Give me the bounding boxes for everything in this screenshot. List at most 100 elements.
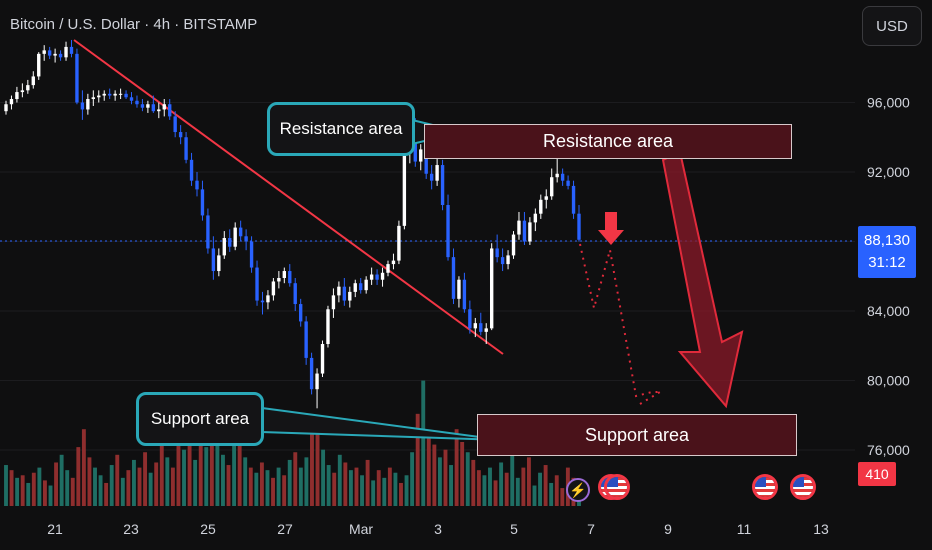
volume-badge: 410	[858, 462, 896, 486]
candle-body	[178, 132, 183, 138]
candle-body	[97, 95, 101, 98]
small-down-arrow[interactable]	[598, 212, 624, 245]
volume-bar	[248, 467, 253, 506]
volume-bar	[387, 467, 392, 506]
candle-body	[238, 227, 243, 237]
candle-body	[495, 248, 499, 258]
volume-bar	[538, 472, 543, 506]
volume-bar	[159, 444, 164, 506]
volume-bar	[449, 465, 453, 506]
candle-body	[424, 149, 428, 174]
candle-body	[151, 104, 156, 112]
candle-body	[555, 173, 559, 178]
price-tick-label: 76,000	[867, 442, 910, 458]
candle-body	[353, 283, 357, 292]
time-axis[interactable]: 21 23 25 27 Mar 3 5 7 9 11 13	[47, 521, 829, 537]
us-flag-icon[interactable]	[604, 474, 630, 500]
candle-body	[391, 260, 396, 265]
descending-trendline[interactable]	[73, 39, 504, 355]
resistance-zone[interactable]: Resistance area	[424, 124, 792, 159]
candle-body	[271, 281, 276, 296]
volume-bar	[293, 452, 298, 506]
volume-bar	[499, 462, 504, 506]
time-tick-label: 23	[123, 521, 139, 537]
volume-bar	[332, 472, 337, 506]
volume-bar	[54, 462, 59, 506]
candle-body	[195, 180, 199, 190]
candle-body	[260, 300, 265, 303]
volume-bar	[360, 475, 364, 506]
volume-bar	[20, 475, 25, 506]
price-tick-label: 96,000	[867, 95, 910, 111]
volume-bar	[337, 454, 342, 506]
currency-button[interactable]: USD	[862, 6, 922, 46]
candle-body	[157, 109, 161, 112]
volume-bar	[70, 477, 75, 506]
candle-body	[31, 76, 35, 86]
candle-body	[146, 104, 150, 108]
volume-bar	[48, 485, 53, 506]
candle-body	[435, 165, 439, 181]
candle-body	[479, 323, 483, 332]
candle-body	[244, 236, 248, 242]
volume-bar	[176, 439, 181, 506]
volume-bar	[31, 472, 36, 506]
volume-bar	[376, 470, 381, 506]
support-callout-pointer	[261, 406, 503, 441]
volume-bar	[37, 467, 42, 506]
candle-body	[397, 225, 401, 261]
dotted-projection-path	[579, 243, 658, 398]
volume-bar	[259, 462, 264, 506]
candle-body	[222, 238, 226, 256]
volume-bar	[93, 467, 97, 506]
candle-body	[489, 248, 494, 329]
candle-body	[69, 46, 74, 54]
support-callout[interactable]: Support area	[136, 392, 264, 446]
time-tick-label: 21	[47, 521, 63, 537]
candle-body	[571, 185, 576, 214]
candle-body	[451, 257, 456, 299]
resistance-callout[interactable]: Resistance area	[267, 102, 415, 156]
volume-bar	[526, 457, 531, 506]
candle-body	[337, 286, 341, 296]
volume-bar	[65, 470, 70, 506]
bearish-projection-arrow[interactable]	[661, 150, 744, 409]
candle-body	[468, 309, 472, 329]
volume-bar	[365, 459, 370, 506]
candle-body	[135, 100, 139, 105]
volume-bar	[554, 475, 559, 506]
volume-bar	[148, 472, 153, 506]
candle-body	[413, 128, 417, 162]
candle-body	[9, 99, 14, 105]
volume-bar	[471, 459, 476, 506]
volume-bar	[9, 470, 14, 506]
candle-body	[375, 274, 379, 280]
volume-bar	[126, 470, 131, 506]
us-flag-icon[interactable]	[752, 474, 778, 500]
candle-body	[80, 102, 85, 110]
volume-bar	[443, 449, 448, 506]
volume-bar	[321, 449, 326, 506]
candle-body	[102, 93, 106, 96]
candle-body	[15, 92, 19, 100]
candle-body	[331, 295, 336, 310]
time-tick-label: 9	[664, 521, 672, 537]
candle-body	[304, 321, 308, 358]
candle-body	[233, 227, 237, 247]
candle-body	[124, 93, 128, 98]
volume-bar	[465, 452, 470, 506]
volume-bar	[510, 454, 515, 506]
bolt-icon[interactable]: ⚡	[566, 478, 590, 502]
volume-bar	[170, 467, 175, 506]
volume-bar	[543, 465, 548, 506]
support-zone[interactable]: Support area	[477, 414, 797, 456]
price-tick-label: 84,000	[867, 303, 910, 319]
candle-body	[129, 97, 134, 101]
candle-body	[550, 177, 554, 197]
candle-body	[560, 173, 565, 181]
volume-bar	[109, 465, 114, 506]
volume-bar	[315, 431, 320, 506]
us-flag-icon[interactable]	[790, 474, 816, 500]
volume-bar	[504, 472, 509, 506]
